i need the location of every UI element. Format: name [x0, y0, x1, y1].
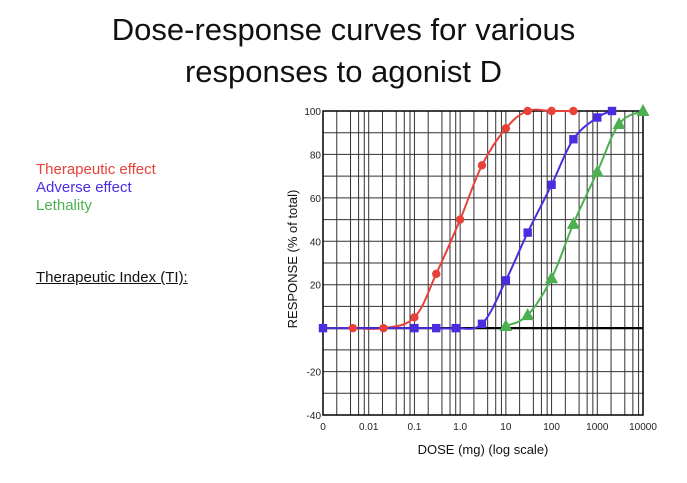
- x-tick-label: 1000: [586, 422, 609, 433]
- data-point-therapeutic-effect: [455, 215, 465, 224]
- x-tick-label: 10000: [629, 422, 657, 433]
- legend-lethality: Lethality: [36, 197, 92, 214]
- data-point-adverse-effect: [607, 106, 617, 116]
- data-point-adverse-effect: [593, 113, 602, 122]
- data-point-lethality: [545, 271, 559, 284]
- x-axis-label: DOSE (mg) (log scale): [418, 442, 549, 457]
- y-tick-label: -40: [307, 411, 322, 422]
- slide-title-line-1: Dose-response curves for various: [111, 12, 576, 47]
- y-tick-label: 40: [310, 237, 322, 248]
- data-point-adverse-effect: [523, 228, 532, 237]
- legend-adverse: Adverse effect: [36, 179, 132, 196]
- legend: Therapeutic effect Adverse effect Lethal…: [36, 161, 156, 215]
- y-axis-label: RESPONSE (% of total): [285, 190, 300, 329]
- data-point-lethality: [521, 308, 535, 321]
- data-point-lethality: [499, 318, 513, 331]
- y-tick-label: 100: [304, 107, 321, 118]
- data-point-adverse-effect: [569, 135, 578, 144]
- tick-labels: 0 0.01 0.1 1.0 10 100 1000 10000 -40 -20 20 40 60 80 1…: [304, 107, 657, 433]
- data-point-lethality: [566, 216, 580, 229]
- series-markers: [318, 104, 650, 333]
- legend-therapeutic: Therapeutic effect: [36, 161, 156, 178]
- data-point-lethality: [612, 117, 626, 130]
- data-point-adverse-effect: [547, 180, 556, 190]
- y-tick-label: 80: [310, 150, 322, 161]
- data-point-therapeutic-effect: [523, 106, 532, 116]
- slide-title-line-2: responses to agonist D: [184, 54, 503, 89]
- data-point-therapeutic-effect: [410, 313, 419, 322]
- y-tick-label: -20: [307, 368, 322, 379]
- x-tick-label: 0: [320, 422, 326, 433]
- data-point-adverse-effect: [318, 323, 328, 333]
- x-tick-label: 100: [543, 422, 560, 433]
- data-point-lethality: [590, 164, 604, 177]
- data-point-adverse-effect: [477, 319, 487, 328]
- data-point-therapeutic-effect: [547, 106, 556, 116]
- y-tick-label: 60: [310, 194, 322, 205]
- x-tick-label: 0.01: [359, 422, 379, 433]
- data-point-therapeutic-effect: [501, 124, 511, 133]
- data-point-therapeutic-effect: [477, 161, 487, 170]
- data-point-therapeutic-effect: [432, 269, 441, 279]
- y-tick-label: 20: [310, 281, 322, 292]
- data-point-therapeutic-effect: [569, 106, 578, 116]
- data-point-lethality: [636, 104, 650, 116]
- therapeutic-index-label: Therapeutic Index (TI):: [36, 269, 188, 286]
- data-point-adverse-effect: [432, 323, 441, 333]
- data-point-adverse-effect: [451, 323, 460, 333]
- x-tick-label: 0.1: [407, 422, 421, 433]
- data-point-adverse-effect: [410, 323, 419, 333]
- x-tick-label: 10: [500, 422, 512, 433]
- plot-border: [322, 110, 644, 416]
- data-point-therapeutic-effect: [348, 323, 358, 333]
- data-point-therapeutic-effect: [379, 323, 388, 333]
- x-tick-label: 1.0: [453, 422, 467, 433]
- data-point-adverse-effect: [501, 276, 511, 285]
- chart-grid: [322, 110, 643, 416]
